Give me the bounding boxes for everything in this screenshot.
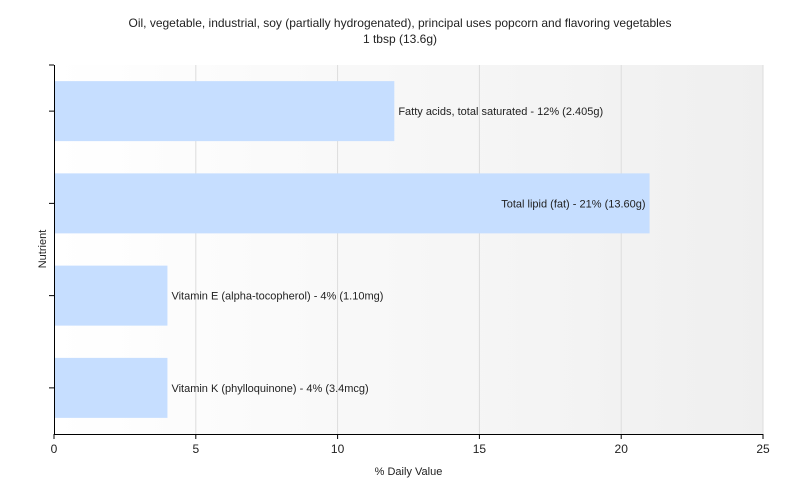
chart-subtitle: 1 tbsp (13.6g) <box>362 32 438 46</box>
bar-label-1: Total lipid (fat) - 21% (13.60g) <box>501 198 645 210</box>
bar-1 <box>54 173 650 234</box>
x-tick-label-3: 15 <box>473 442 487 456</box>
x-tick-label-5: 25 <box>756 442 770 456</box>
chart-title: Oil, vegetable, industrial, soy (partial… <box>128 16 672 30</box>
bar-2 <box>54 265 168 326</box>
x-axis-label: % Daily Value <box>374 466 443 478</box>
x-tick-label-0: 0 <box>51 442 58 456</box>
bar-3 <box>54 357 168 418</box>
y-axis-label: Nutrient <box>37 229 49 269</box>
bar-label-3: Vitamin K (phylloquinone) - 4% (3.4mcg) <box>171 383 368 395</box>
bar-label-2: Vitamin E (alpha-tocopherol) - 4% (1.10m… <box>171 291 383 303</box>
x-tick-label-1: 5 <box>192 442 199 456</box>
bar-0 <box>54 81 395 142</box>
bar-label-0: Fatty acids, total saturated - 12% (2.40… <box>398 106 603 118</box>
x-tick-label-2: 10 <box>331 442 345 456</box>
x-tick-label-4: 20 <box>615 442 629 456</box>
